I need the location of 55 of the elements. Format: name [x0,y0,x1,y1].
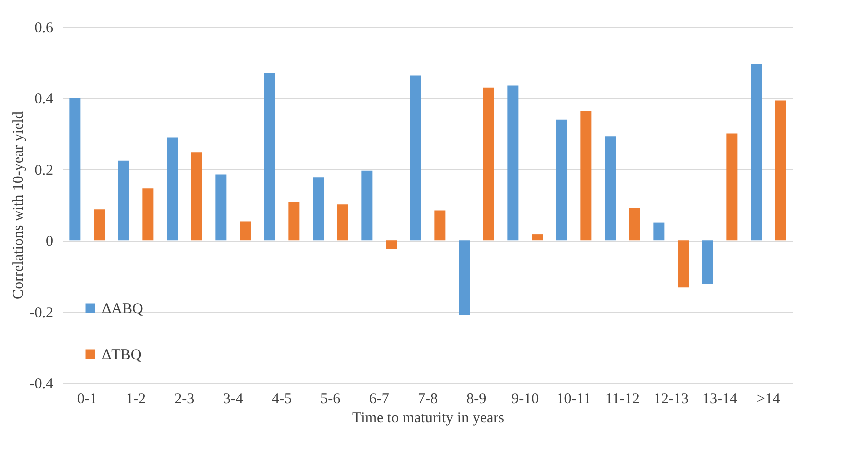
bar [191,152,202,241]
bar [94,210,105,241]
y-tick-label: 0 [46,234,54,250]
x-tick-label: 2-3 [174,392,195,408]
x-tick-label: 10-11 [556,392,592,408]
bar [483,88,494,241]
x-tick-label: 6-7 [369,392,390,408]
bar [532,234,543,241]
bar [313,178,324,241]
y-axis-title: Correlations with 10-year yield [10,111,27,300]
bar [167,138,178,241]
bar [434,210,446,241]
bar [288,202,300,241]
x-tick-label: 7-8 [418,392,438,408]
y-tick-label: 0.2 [34,162,54,179]
bar [386,240,397,250]
x-tick-label: 1-2 [126,392,146,408]
bar [678,240,689,288]
legend-label: ΔTBQ [102,348,142,364]
bar [580,111,592,241]
x-tick-label: 9-10 [512,392,540,408]
x-tick-label: 3-4 [223,392,244,408]
bar [142,188,154,241]
bar [556,120,568,241]
bar [118,160,130,241]
bar [726,134,738,241]
bar [751,64,762,241]
x-tick-label: 12-13 [654,392,689,408]
bar [629,208,640,241]
y-tick-label: -0.2 [30,305,54,322]
legend-label: ΔABQ [102,302,144,318]
bar [508,86,519,241]
x-tick-label: >14 [756,392,781,408]
x-axis-title: Time to maturity in years [352,410,505,426]
x-tick-label: 4-5 [272,392,292,408]
bar [654,222,665,241]
bar [240,222,251,241]
bar [337,204,348,241]
bar [410,76,422,241]
bar [702,240,714,284]
x-tick-label: 5-6 [320,392,342,408]
x-tick-label: 8-9 [466,392,487,408]
bar [605,136,616,241]
bar [264,73,276,241]
bar [70,98,81,241]
bar [362,170,373,241]
x-tick-label: 11-12 [605,392,640,408]
bar [459,240,470,316]
y-tick-label: 0.6 [34,20,54,36]
bar [216,174,227,241]
y-tick-label: -0.4 [30,376,54,392]
bar [775,100,786,241]
x-tick-label: 0-1 [77,392,98,408]
x-tick-label: 13-14 [702,392,738,408]
y-tick-label: 0.4 [34,92,54,108]
